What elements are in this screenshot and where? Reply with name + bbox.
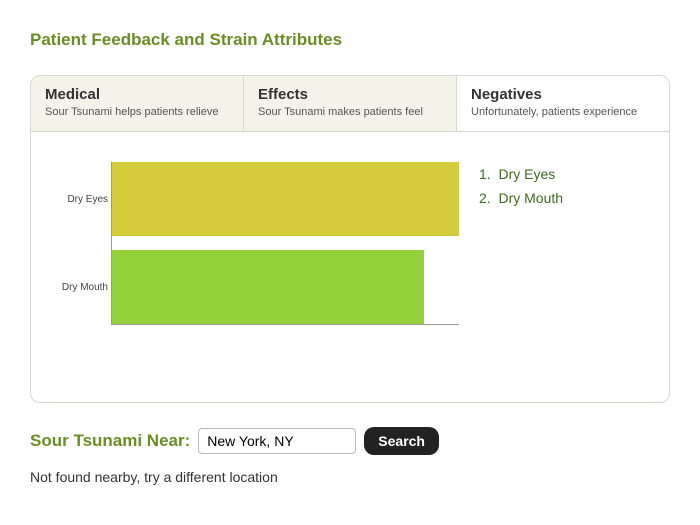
bar-track [112,162,459,236]
bar-row: Dry Mouth [52,250,459,324]
bar-row: Dry Eyes [52,162,459,236]
tab-subtitle: Sour Tsunami helps patients relieve [45,105,229,119]
legend-number: 2. [479,190,491,206]
bar [112,250,424,324]
search-button[interactable]: Search [364,427,439,455]
legend-item: 1. Dry Eyes [479,166,649,182]
tab-subtitle: Unfortunately, patients experience [471,105,655,119]
legend-number: 1. [479,166,491,182]
bar-label: Dry Eyes [52,194,112,205]
tab-title: Negatives [471,86,655,103]
tab-negatives[interactable]: Negatives Unfortunately, patients experi… [457,76,669,132]
legend-item: 2. Dry Mouth [479,190,649,206]
tab-title: Effects [258,86,442,103]
not-found-message: Not found nearby, try a different locati… [30,469,670,485]
tab-subtitle: Sour Tsunami makes patients feel [258,105,442,119]
tab-panel: Medical Sour Tsunami helps patients reli… [30,75,670,403]
tab-row: Medical Sour Tsunami helps patients reli… [31,76,669,132]
tab-body: Dry Eyes Dry Mouth 1. Dry Eyes 2. Dry Mou… [31,132,669,402]
location-input[interactable] [198,428,356,454]
tab-medical[interactable]: Medical Sour Tsunami helps patients reli… [31,76,244,131]
near-row: Sour Tsunami Near: Search [30,427,670,455]
near-label: Sour Tsunami Near: [30,431,190,451]
section-title: Patient Feedback and Strain Attributes [30,30,670,50]
bar [112,162,459,236]
bar-chart: Dry EyesDry Mouth [111,162,459,325]
legend-label: Dry Mouth [498,190,563,206]
bar-label: Dry Mouth [52,282,112,293]
tab-effects[interactable]: Effects Sour Tsunami makes patients feel [244,76,457,131]
tab-title: Medical [45,86,229,103]
legend-list: 1. Dry Eyes 2. Dry Mouth [459,162,649,362]
legend-label: Dry Eyes [498,166,555,182]
chart-area: Dry Eyes Dry Mouth [51,162,459,362]
bar-track [112,250,459,324]
